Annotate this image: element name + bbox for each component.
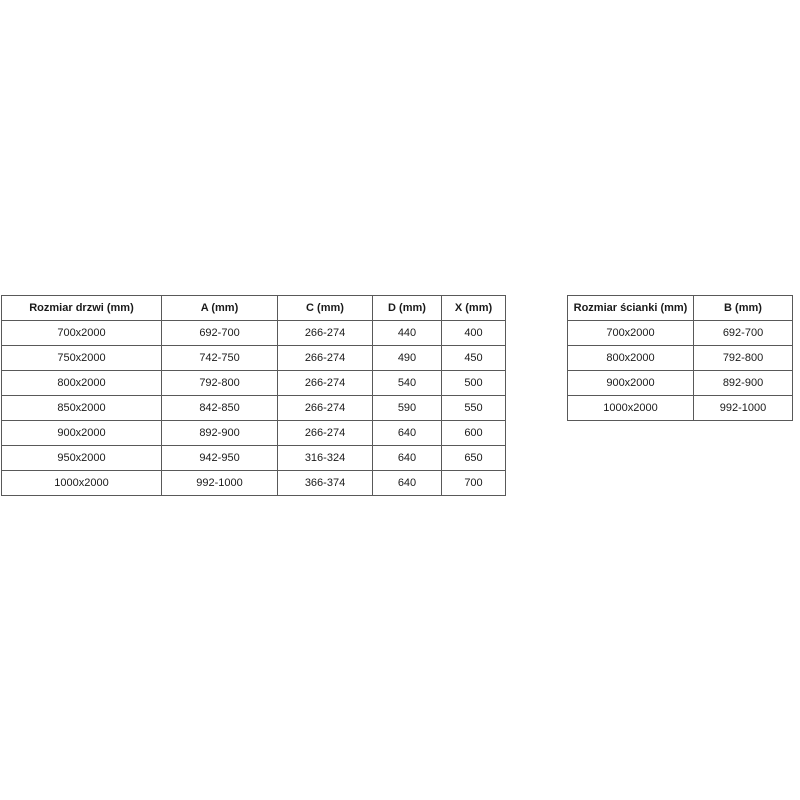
table-cell: 850x2000 bbox=[1, 395, 162, 421]
table-cell: 842-850 bbox=[161, 395, 278, 421]
table-cell: 490 bbox=[372, 345, 442, 371]
table-header-row: Rozmiar drzwi (mm) A (mm) C (mm) D (mm) X (m… bbox=[1, 295, 506, 321]
table-cell: 900x2000 bbox=[567, 370, 694, 396]
table-cell: 892-900 bbox=[693, 370, 793, 396]
table-cell: 266-274 bbox=[277, 370, 373, 396]
table-cell: 316-324 bbox=[277, 445, 373, 471]
table-row: 1000x2000 992-1000 bbox=[567, 395, 793, 421]
table-cell: 1000x2000 bbox=[1, 470, 162, 496]
table-cell: 900x2000 bbox=[1, 420, 162, 446]
table-cell: 640 bbox=[372, 420, 442, 446]
table-cell: 700x2000 bbox=[567, 320, 694, 346]
table-cell: 650 bbox=[441, 445, 506, 471]
table-cell: 400 bbox=[441, 320, 506, 346]
table-cell: 450 bbox=[441, 345, 506, 371]
table-header-cell: X (mm) bbox=[441, 295, 506, 321]
table-cell: 742-750 bbox=[161, 345, 278, 371]
table-cell: 540 bbox=[372, 370, 442, 396]
table-row: 700x2000 692-700 bbox=[567, 320, 793, 346]
table-cell: 640 bbox=[372, 470, 442, 496]
table-row: 850x2000 842-850 266-274 590 550 bbox=[1, 395, 506, 421]
table-cell: 500 bbox=[441, 370, 506, 396]
table-cell: 750x2000 bbox=[1, 345, 162, 371]
table-cell: 700 bbox=[441, 470, 506, 496]
table-row: 800x2000 792-800 bbox=[567, 345, 793, 371]
table-header-cell: D (mm) bbox=[372, 295, 442, 321]
table-row: 750x2000 742-750 266-274 490 450 bbox=[1, 345, 506, 371]
table-row: 900x2000 892-900 bbox=[567, 370, 793, 396]
table-cell: 892-900 bbox=[161, 420, 278, 446]
table-cell: 440 bbox=[372, 320, 442, 346]
table-cell: 700x2000 bbox=[1, 320, 162, 346]
table-cell: 692-700 bbox=[693, 320, 793, 346]
wall-sizes-table: Rozmiar ścianki (mm) B (mm) 700x2000 692-70… bbox=[567, 295, 793, 421]
table-cell: 992-1000 bbox=[161, 470, 278, 496]
table-cell: 266-274 bbox=[277, 395, 373, 421]
table-cell: 600 bbox=[441, 420, 506, 446]
table-header-cell: B (mm) bbox=[693, 295, 793, 321]
table-cell: 366-374 bbox=[277, 470, 373, 496]
table-header-row: Rozmiar ścianki (mm) B (mm) bbox=[567, 295, 793, 321]
table-cell: 640 bbox=[372, 445, 442, 471]
table-row: 800x2000 792-800 266-274 540 500 bbox=[1, 370, 506, 396]
table-cell: 1000x2000 bbox=[567, 395, 694, 421]
table-cell: 800x2000 bbox=[567, 345, 694, 371]
table-header-cell: Rozmiar ścianki (mm) bbox=[567, 295, 694, 321]
door-sizes-table: Rozmiar drzwi (mm) A (mm) C (mm) D (mm) X (m… bbox=[1, 295, 506, 496]
table-row: 900x2000 892-900 266-274 640 600 bbox=[1, 420, 506, 446]
table-cell: 950x2000 bbox=[1, 445, 162, 471]
table-header-cell: C (mm) bbox=[277, 295, 373, 321]
table-cell: 792-800 bbox=[161, 370, 278, 396]
table-row: 700x2000 692-700 266-274 440 400 bbox=[1, 320, 506, 346]
table-cell: 266-274 bbox=[277, 345, 373, 371]
table-row: 1000x2000 992-1000 366-374 640 700 bbox=[1, 470, 506, 496]
table-row: 950x2000 942-950 316-324 640 650 bbox=[1, 445, 506, 471]
table-cell: 266-274 bbox=[277, 320, 373, 346]
table-cell: 590 bbox=[372, 395, 442, 421]
table-header-cell: Rozmiar drzwi (mm) bbox=[1, 295, 162, 321]
table-cell: 266-274 bbox=[277, 420, 373, 446]
table-header-cell: A (mm) bbox=[161, 295, 278, 321]
table-cell: 550 bbox=[441, 395, 506, 421]
table-cell: 992-1000 bbox=[693, 395, 793, 421]
table-cell: 692-700 bbox=[161, 320, 278, 346]
table-cell: 792-800 bbox=[693, 345, 793, 371]
table-cell: 800x2000 bbox=[1, 370, 162, 396]
table-cell: 942-950 bbox=[161, 445, 278, 471]
